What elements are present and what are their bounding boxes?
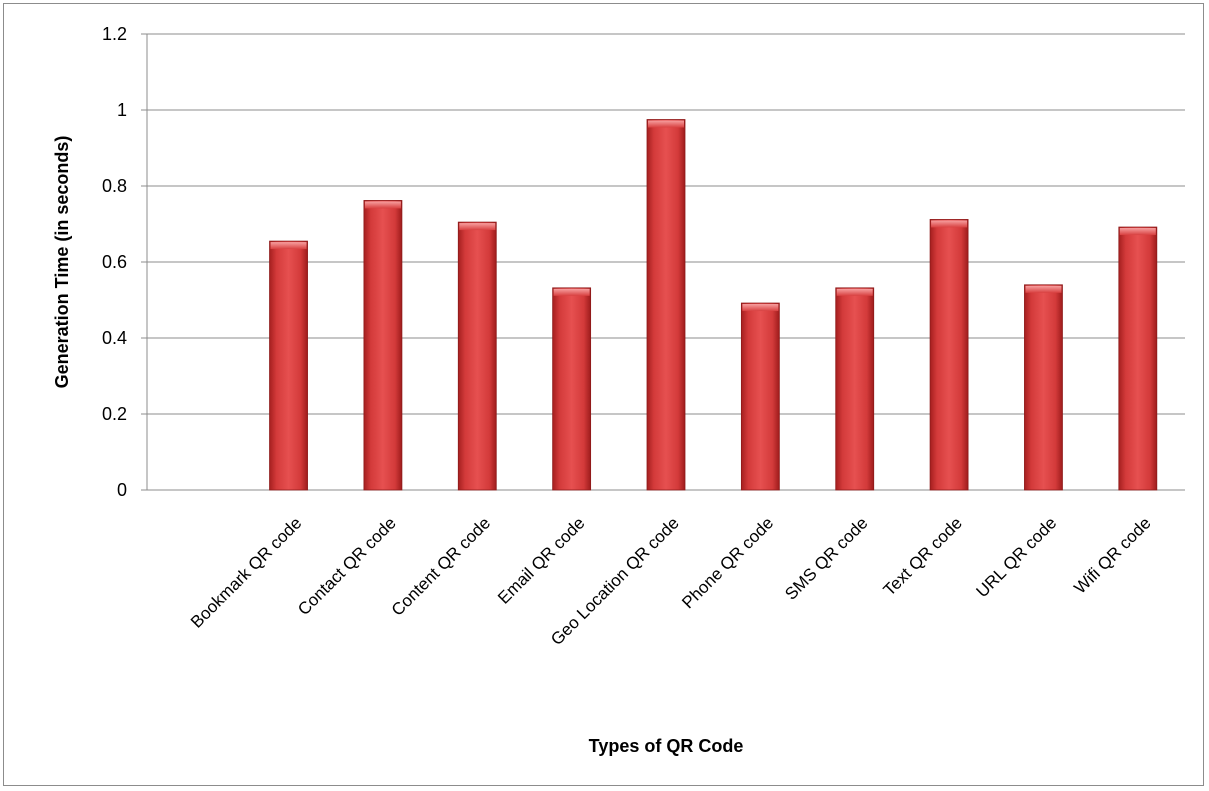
- bar-cap: [553, 288, 590, 296]
- y-tick-label: 0: [117, 480, 127, 500]
- y-tick-label: 0.8: [102, 176, 127, 196]
- bar-body: [835, 287, 875, 491]
- bar-2: [363, 200, 403, 491]
- x-category-label: Content QR code: [388, 513, 494, 619]
- y-tick-label: 0.2: [102, 404, 127, 424]
- bar-3: [457, 221, 497, 491]
- bar-body: [929, 219, 969, 491]
- bar-9: [1024, 284, 1063, 491]
- bar-cap: [364, 201, 401, 209]
- bar-cap: [742, 304, 779, 312]
- bars: [269, 119, 1158, 491]
- x-category-label: Wifi QR code: [1070, 513, 1154, 597]
- bar-body: [646, 119, 686, 491]
- y-tick-label: 1.2: [102, 24, 127, 44]
- x-category-label: Phone QR code: [678, 513, 777, 612]
- bar-body: [363, 200, 403, 491]
- y-tick-label: 0.4: [102, 328, 127, 348]
- bar-cap: [836, 288, 873, 296]
- bar-6: [740, 302, 780, 491]
- y-tick-labels: 0 0.2 0.4 0.6 0.8 1 1.2: [102, 24, 127, 500]
- bar-5: [646, 119, 686, 491]
- x-category-label: Text QR code: [880, 513, 966, 599]
- bar-body: [1118, 226, 1158, 491]
- x-category-label: Email QR code: [494, 513, 588, 607]
- x-category-label: SMS QR code: [781, 513, 871, 603]
- y-tick-label: 1: [117, 100, 127, 120]
- x-category-label: Bookmark QR code: [187, 513, 305, 631]
- x-category-label: Contact QR code: [294, 513, 400, 619]
- bar-7: [835, 287, 875, 491]
- bar-cap: [931, 220, 968, 228]
- bar-8: [929, 219, 969, 491]
- bar-cap: [459, 223, 496, 231]
- bar-cap: [648, 120, 684, 128]
- y-axis-title: Generation Time (in seconds): [52, 136, 72, 389]
- bar-4: [552, 287, 592, 491]
- bar-10: [1118, 226, 1158, 491]
- bar-cap: [1119, 228, 1156, 236]
- bar-1: [269, 240, 308, 491]
- chart-frame: [3, 3, 1204, 786]
- x-axis-title: Types of QR Code: [589, 736, 744, 756]
- bar-body: [1024, 284, 1063, 491]
- x-category-label: URL QR code: [972, 513, 1060, 601]
- bar-body: [740, 302, 780, 491]
- bar-body: [552, 287, 592, 491]
- bar-body: [269, 240, 308, 491]
- y-tick-label: 0.6: [102, 252, 127, 272]
- bar-cap: [270, 242, 307, 250]
- bar-body: [457, 221, 497, 491]
- bar-cap: [1025, 285, 1062, 293]
